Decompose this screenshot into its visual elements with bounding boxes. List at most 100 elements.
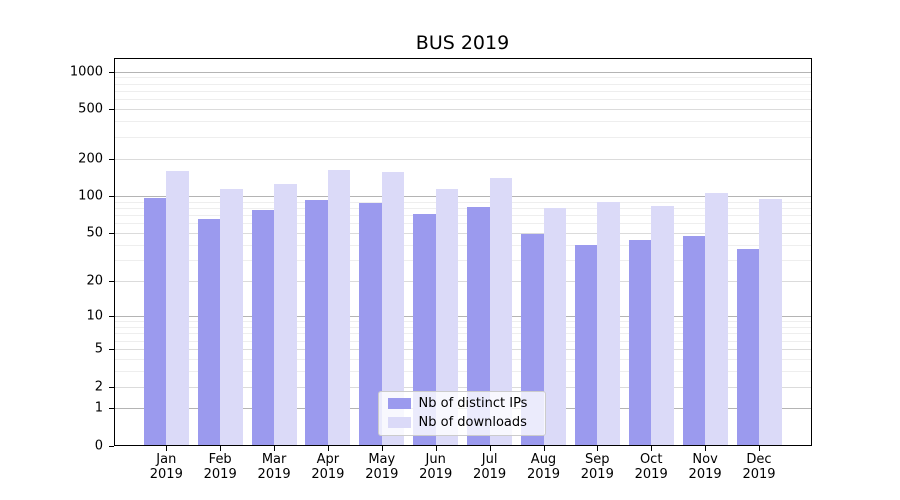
x-tick-label: Dec 2019	[742, 452, 776, 482]
bar-downloads	[705, 193, 728, 446]
plot-area: Nb of distinct IPs Nb of downloads	[108, 57, 812, 447]
x-tick-label: May 2019	[365, 452, 399, 482]
y-tick-label: 5	[94, 341, 103, 357]
bar-downloads	[543, 207, 566, 446]
gridline	[113, 91, 812, 92]
x-tick-mark	[381, 446, 383, 451]
bar-downloads	[220, 189, 243, 446]
gridline	[113, 207, 812, 209]
gridline	[113, 136, 812, 138]
gridline	[113, 386, 812, 388]
gridline	[113, 260, 812, 261]
y-tick-label: 200	[78, 151, 103, 167]
x-tick-label: Jun 2019	[419, 452, 453, 482]
bar-downloads	[381, 171, 405, 446]
gridline	[113, 196, 812, 197]
gridline	[113, 348, 812, 350]
gridline	[113, 99, 812, 101]
bar-distinct-ips	[359, 203, 382, 446]
x-tick-mark	[705, 446, 707, 451]
x-tick-mark	[220, 446, 222, 451]
x-tick-label: Jan 2019	[149, 452, 183, 482]
bar-distinct-ips	[197, 219, 221, 446]
bar-distinct-ips	[305, 200, 328, 446]
x-tick-label: Oct 2019	[634, 452, 668, 482]
bar-distinct-ips	[251, 210, 275, 446]
y-tick-label: 2	[94, 379, 103, 394]
gridline	[113, 233, 812, 234]
gridline	[113, 244, 812, 246]
y-tick-label: 20	[86, 273, 103, 289]
y-tick-label: 100	[78, 188, 103, 204]
x-tick-mark	[597, 446, 599, 451]
x-tick-label: Jul 2019	[473, 452, 507, 482]
bar-downloads	[327, 170, 351, 446]
y-tick-label: 0	[94, 438, 103, 454]
gridline	[113, 321, 812, 323]
x-tick-mark	[166, 446, 168, 451]
legend-label-distinct-ips: Nb of distinct IPs	[418, 396, 528, 411]
legend-label-downloads: Nb of downloads	[418, 415, 527, 430]
x-tick-mark	[274, 446, 276, 451]
y-tick-mark	[108, 446, 114, 447]
gridline	[113, 158, 812, 160]
gridline	[113, 223, 812, 225]
bar-distinct-ips	[574, 244, 598, 446]
x-tick-label: Aug 2019	[526, 452, 561, 482]
y-tick-mark	[108, 158, 114, 160]
gridline	[113, 71, 812, 73]
y-tick-label: 500	[78, 101, 103, 117]
y-tick-mark	[108, 281, 114, 283]
legend: Nb of distinct IPs Nb of downloads	[377, 390, 546, 436]
x-tick-label: Sep 2019	[580, 452, 614, 482]
y-tick-mark	[108, 348, 114, 350]
x-tick-mark	[327, 446, 329, 451]
gridline	[113, 215, 812, 217]
y-tick-label: 50	[86, 225, 103, 241]
x-tick-mark	[759, 446, 760, 451]
gridline	[113, 83, 812, 85]
gridline	[113, 281, 812, 283]
bar-distinct-ips	[413, 213, 436, 446]
chart-title: BUS 2019	[415, 32, 510, 54]
y-tick-label: 1	[94, 400, 103, 416]
y-tick-mark	[108, 386, 114, 388]
y-tick-label: 1000	[69, 64, 103, 80]
gridline	[113, 327, 812, 328]
bar-distinct-ips	[736, 248, 759, 446]
bar-downloads	[166, 170, 189, 446]
x-tick-label: Apr 2019	[311, 452, 345, 482]
bar-distinct-ips	[143, 198, 167, 446]
x-tick-mark	[435, 446, 437, 451]
bar-downloads	[597, 202, 620, 446]
gridline	[113, 316, 812, 318]
gridline	[113, 340, 812, 342]
x-tick-mark	[489, 446, 491, 451]
legend-swatch-distinct-ips	[387, 398, 411, 409]
gridline	[113, 121, 812, 123]
y-tick-mark	[108, 71, 114, 73]
bar-downloads	[274, 184, 297, 446]
x-tick-label: Nov 2019	[688, 452, 722, 482]
gridline	[113, 370, 812, 372]
bar-downloads	[489, 178, 513, 446]
bar-downloads	[759, 199, 782, 446]
gridline	[113, 358, 812, 360]
y-tick-mark	[108, 196, 114, 197]
y-tick-mark	[108, 316, 114, 318]
x-tick-mark	[543, 446, 545, 451]
gridline	[113, 333, 812, 335]
bar-downloads	[651, 205, 674, 446]
gridline	[113, 201, 812, 203]
gridline	[113, 109, 812, 111]
x-tick-label: Mar 2019	[257, 452, 291, 482]
legend-item-downloads: Nb of downloads	[387, 415, 536, 430]
bar-distinct-ips	[628, 239, 652, 446]
gridline	[113, 77, 812, 79]
y-tick-label: 10	[86, 308, 103, 324]
x-tick-mark	[651, 446, 653, 451]
y-tick-mark	[108, 408, 114, 410]
legend-item-distinct-ips: Nb of distinct IPs	[387, 396, 536, 411]
bar-distinct-ips	[682, 236, 706, 446]
